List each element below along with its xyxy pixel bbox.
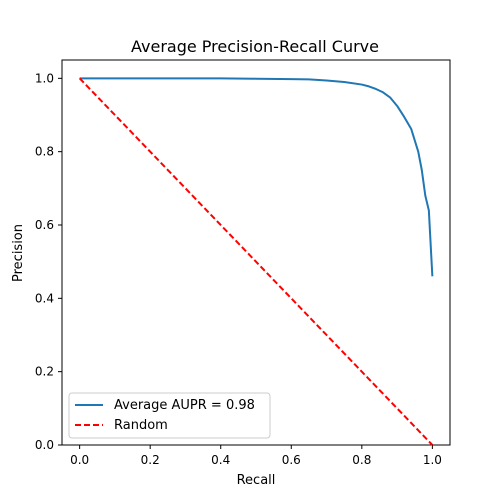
y-tick-label: 0.6 xyxy=(35,218,54,232)
y-tick-label: 0.4 xyxy=(35,291,54,305)
legend-box xyxy=(68,392,271,439)
x-tick-label: 0.6 xyxy=(282,453,301,467)
x-tick-label: 1.0 xyxy=(423,453,442,467)
x-tick-label: 0.4 xyxy=(211,453,230,467)
y-tick-label: 1.0 xyxy=(35,71,54,85)
y-tick-label: 0.2 xyxy=(35,365,54,379)
chart-title: Average Precision-Recall Curve xyxy=(131,37,379,56)
plot-area xyxy=(61,59,451,446)
y-tick-label: 0.8 xyxy=(35,145,54,159)
y-tick-label: 0.0 xyxy=(35,438,54,452)
aupr-curve-line xyxy=(79,77,434,277)
y-axis-ticks: 0.0 0.2 0.4 0.6 0.8 1.0 xyxy=(35,71,62,452)
x-tick-label: 0.2 xyxy=(141,453,160,467)
legend-label-aupr: Average AUPR = 0.98 xyxy=(114,398,255,413)
random-baseline-line xyxy=(78,77,434,446)
x-tick-label: 0.8 xyxy=(352,453,371,467)
legend-label-random: Random xyxy=(114,418,168,433)
x-axis-label: Recall xyxy=(237,473,276,488)
x-tick-label: 0.0 xyxy=(70,453,89,467)
series-layer xyxy=(78,77,434,446)
legend: Average AUPR = 0.98 Random xyxy=(68,392,271,439)
y-axis-label: Precision xyxy=(11,224,26,282)
x-axis-ticks: 0.0 0.2 0.4 0.6 0.8 1.0 xyxy=(70,445,442,467)
